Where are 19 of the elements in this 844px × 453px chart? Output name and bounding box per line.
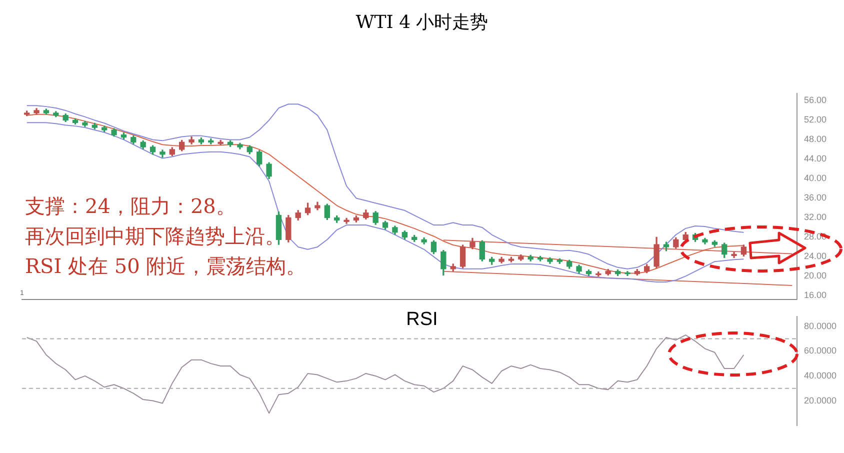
- y-tick-label: 20.00: [804, 270, 827, 281]
- y-tick-label: 48.00: [804, 134, 827, 144]
- y-tick-label: 60.0000: [804, 346, 837, 356]
- y-tick-label: 20.0000: [804, 395, 837, 406]
- y-tick-label: 40.00: [804, 173, 827, 184]
- annotation: 支撑：24，阻力：28。: [25, 194, 236, 218]
- y-tick-label: 36.00: [804, 192, 827, 203]
- y-tick-label: 32.00: [804, 212, 827, 222]
- annotation: RSI 处在 50 附近，震荡结构。: [25, 254, 306, 278]
- y-tick-label: 56.00: [804, 95, 827, 106]
- y-tick-label: 80.0000: [804, 320, 837, 331]
- y-tick-label: 44.00: [804, 154, 827, 164]
- chart-title: RSI: [406, 309, 438, 330]
- chart-title: WTI 4 小时走势: [354, 11, 490, 34]
- y-tick-label: 52.00: [804, 114, 827, 125]
- y-tick-label: 16.00: [804, 290, 827, 300]
- y-tick-label: 40.0000: [804, 370, 837, 380]
- y-tick-label: 24.00: [804, 251, 827, 262]
- annotation: 再次回到中期下降趋势上沿。: [25, 224, 285, 248]
